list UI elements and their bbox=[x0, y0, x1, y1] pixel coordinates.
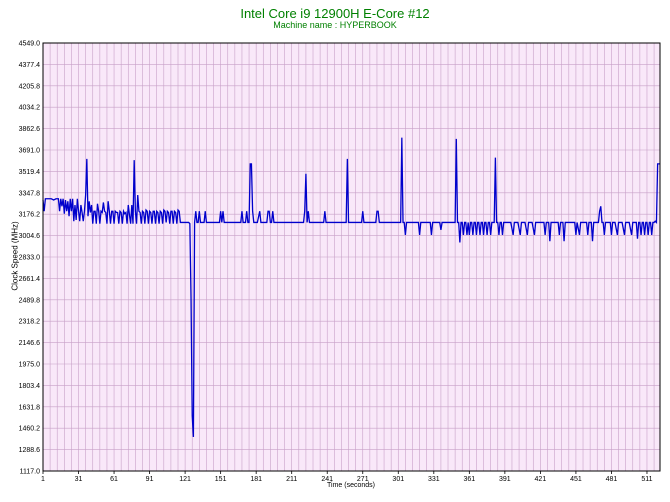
x-tick-label: 1 bbox=[41, 476, 45, 483]
y-tick-label: 1117.0 bbox=[20, 469, 40, 476]
chart-title: Intel Core i9 12900H E-Core #12 bbox=[240, 6, 430, 21]
y-tick-label: 3004.6 bbox=[19, 233, 41, 240]
y-tick-label: 3691.0 bbox=[19, 148, 41, 155]
y-tick-label: 1631.8 bbox=[19, 404, 41, 411]
x-tick-label: 151 bbox=[215, 476, 227, 483]
y-tick-label: 3347.8 bbox=[19, 190, 41, 197]
y-tick-label: 2833.0 bbox=[19, 255, 41, 262]
grid-lines bbox=[42, 42, 660, 472]
y-tick-label: 3176.2 bbox=[19, 212, 41, 219]
y-axis-ticks: 4549.0 4377.4 4205.8 4034.2 3862.6 3691.0 3519… bbox=[19, 41, 41, 476]
y-tick-label: 3519.4 bbox=[19, 169, 41, 176]
x-tick-label: 481 bbox=[606, 476, 618, 483]
y-tick-label: 4549.0 bbox=[19, 41, 41, 48]
y-tick-label: 2146.6 bbox=[19, 340, 41, 347]
y-tick-label: 2489.8 bbox=[19, 297, 41, 304]
x-tick-label: 421 bbox=[535, 476, 547, 483]
y-tick-label: 1288.6 bbox=[19, 447, 41, 454]
y-tick-label: 2318.2 bbox=[19, 319, 41, 326]
x-tick-label: 511 bbox=[641, 476, 652, 483]
x-tick-label: 61 bbox=[110, 476, 118, 483]
x-tick-label: 31 bbox=[75, 476, 83, 483]
x-tick-label: 181 bbox=[250, 476, 262, 483]
x-tick-label: 271 bbox=[357, 476, 369, 483]
x-tick-label: 361 bbox=[463, 476, 475, 483]
x-axis-label: Time (seconds) bbox=[327, 482, 375, 489]
y-tick-label: 2661.4 bbox=[19, 276, 41, 283]
x-tick-label: 121 bbox=[179, 476, 191, 483]
clock-speed-line bbox=[42, 137, 660, 437]
y-tick-label: 3862.6 bbox=[19, 126, 41, 133]
x-tick-label: 451 bbox=[570, 476, 582, 483]
x-axis-ticks: 1 31 61 91 121 151 181 211 241 271 301 331 361 391 421… bbox=[41, 471, 653, 483]
x-tick-label: 241 bbox=[321, 476, 333, 483]
plot-border bbox=[42, 42, 661, 472]
y-tick-label: 4034.2 bbox=[19, 105, 41, 112]
y-tick-label: 1975.0 bbox=[19, 362, 41, 369]
x-tick-label: 301 bbox=[392, 476, 404, 483]
chart-subtitle: Machine name : HYPERBOOK bbox=[273, 20, 397, 30]
x-tick-label: 331 bbox=[428, 476, 440, 483]
y-tick-label: 4205.8 bbox=[19, 83, 41, 90]
y-tick-label: 1803.4 bbox=[19, 383, 41, 390]
x-tick-label: 211 bbox=[286, 476, 297, 483]
y-tick-label: 4377.4 bbox=[19, 62, 41, 69]
y-tick-label: 1460.2 bbox=[19, 426, 41, 433]
x-tick-label: 391 bbox=[499, 476, 511, 483]
x-tick-label: 91 bbox=[146, 476, 154, 483]
